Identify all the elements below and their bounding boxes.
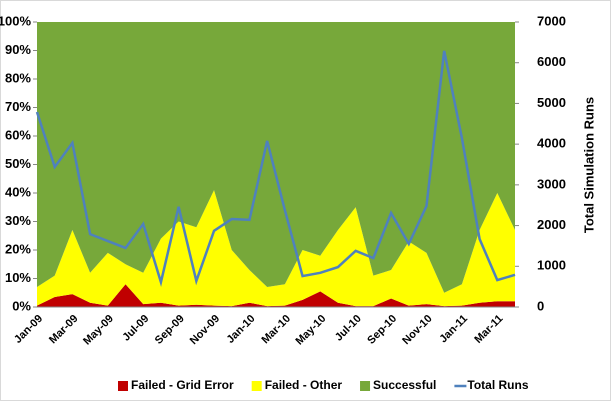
y2-tick-label: 5000: [537, 95, 566, 110]
legend-label: Failed - Other: [265, 378, 343, 392]
line-series: [35, 50, 516, 287]
y-tick-label: 40%: [5, 184, 31, 199]
y-tick-label: 70%: [5, 99, 31, 114]
area-series: [37, 284, 515, 307]
y-tick-label: 0%: [12, 298, 31, 313]
y-tick-label: 10%: [5, 270, 31, 285]
area-series: [37, 190, 515, 307]
area-series: [37, 22, 515, 293]
legend-swatch: [118, 381, 128, 391]
y-tick-label: 20%: [5, 241, 31, 256]
y2-tick-label: 3000: [537, 176, 566, 191]
y2-tick-label: 4000: [537, 136, 566, 151]
y-tick-label: 30%: [5, 213, 31, 228]
legend-label: Total Runs: [467, 378, 528, 392]
y2-tick-label: 6000: [537, 54, 566, 69]
legend-label: Failed - Grid Error: [131, 378, 234, 392]
y-tick-label: 60%: [5, 127, 31, 142]
y2-tick-label: 1000: [537, 258, 566, 273]
legend-label: Successful: [373, 378, 436, 392]
y2-tick-label: 7000: [537, 13, 566, 28]
y-tick-label: 100%: [0, 13, 31, 28]
y-tick-label: 90%: [5, 42, 31, 57]
legend-swatch: [360, 381, 371, 391]
y2-tick-label: 2000: [537, 217, 566, 232]
y2-axis-title: Total Simulation Runs: [581, 97, 596, 233]
y-tick-label: 50%: [5, 156, 31, 171]
y2-tick-label: 0: [537, 298, 544, 313]
y-tick-label: 80%: [5, 70, 31, 85]
legend-swatch: [251, 381, 262, 391]
